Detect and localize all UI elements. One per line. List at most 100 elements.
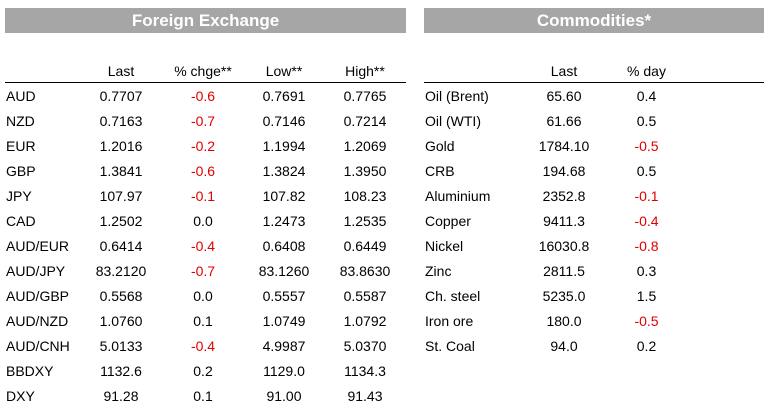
low-value: 0.7691 bbox=[262, 87, 306, 104]
table-row: Aluminium 2352.8 -0.1 bbox=[424, 183, 764, 208]
currency-label: AUD/EUR bbox=[6, 237, 70, 254]
low-value: 83.1260 bbox=[258, 262, 310, 279]
commodities-title: Commodities* bbox=[424, 8, 764, 33]
day-change-value: -0.5 bbox=[634, 137, 659, 154]
fx-col-header-low: Low** bbox=[244, 60, 324, 83]
currency-label: AUD/JPY bbox=[6, 262, 66, 279]
commodities-table: Last % day Oil (Brent) 65.60 0.4 Oil (WTI) 6… bbox=[424, 60, 764, 358]
day-change-value: -0.8 bbox=[634, 237, 659, 254]
table-row: Oil (WTI) 61.66 0.5 bbox=[424, 108, 764, 133]
commodities-col-header-last: Last bbox=[519, 60, 609, 83]
table-row: CRB 194.68 0.5 bbox=[424, 158, 764, 183]
commodity-label: Zinc bbox=[425, 262, 452, 279]
table-row: Ch. steel 5235.0 1.5 bbox=[424, 283, 764, 308]
currency-label: NZD bbox=[6, 112, 35, 129]
last-value: 180.0 bbox=[546, 312, 582, 329]
fx-col-header-last: Last bbox=[80, 60, 162, 83]
high-value: 83.8630 bbox=[339, 262, 391, 279]
last-value: 1.2502 bbox=[99, 212, 143, 229]
currency-label: DXY bbox=[6, 387, 35, 404]
table-row: AUD/GBP 0.5568 0.0 0.5557 0.5587 bbox=[5, 283, 406, 308]
table-row: BBDXY 1132.6 0.2 1129.0 1134.3 bbox=[5, 358, 406, 383]
table-row: JPY 107.97 -0.1 107.82 108.23 bbox=[5, 183, 406, 208]
fx-table-body: AUD 0.7707 -0.6 0.7691 0.7765 NZD 0.7163 -0.7 0.… bbox=[5, 83, 406, 409]
change-value: -0.1 bbox=[190, 187, 216, 204]
table-row: GBP 1.3841 -0.6 1.3824 1.3950 bbox=[5, 158, 406, 183]
last-value: 1.2016 bbox=[99, 137, 143, 154]
commodity-label: St. Coal bbox=[425, 337, 475, 354]
high-value: 1.2069 bbox=[343, 137, 387, 154]
commodity-label: Oil (Brent) bbox=[425, 87, 489, 104]
commodity-label: Iron ore bbox=[425, 312, 474, 329]
change-value: -0.6 bbox=[190, 162, 216, 179]
commodity-label: Ch. steel bbox=[425, 287, 481, 304]
last-value: 107.97 bbox=[99, 187, 143, 204]
low-value: 107.82 bbox=[262, 187, 306, 204]
low-value: 1.2473 bbox=[262, 212, 306, 229]
table-row: St. Coal 94.0 0.2 bbox=[424, 333, 764, 358]
fx-col-header-high: High** bbox=[324, 60, 406, 83]
low-value: 1.0749 bbox=[262, 312, 306, 329]
high-value: 108.23 bbox=[343, 187, 387, 204]
low-value: 0.7146 bbox=[262, 112, 306, 129]
day-change-value: 1.5 bbox=[636, 287, 657, 304]
day-change-value: 0.3 bbox=[636, 262, 657, 279]
last-value: 83.2120 bbox=[95, 262, 147, 279]
commodity-label: Copper bbox=[425, 212, 471, 229]
change-value: 0.1 bbox=[193, 387, 213, 404]
fx-header-row: Last % chge** Low** High** bbox=[5, 60, 406, 83]
currency-label: GBP bbox=[6, 162, 36, 179]
currency-label: AUD/GBP bbox=[6, 287, 70, 304]
last-value: 0.7707 bbox=[99, 87, 143, 104]
change-value: -0.2 bbox=[190, 137, 216, 154]
spacer-cell bbox=[684, 208, 764, 233]
last-value: 16030.8 bbox=[538, 237, 590, 254]
spacer-cell bbox=[684, 133, 764, 158]
table-row: Copper 9411.3 -0.4 bbox=[424, 208, 764, 233]
table-row: AUD/EUR 0.6414 -0.4 0.6408 0.6449 bbox=[5, 233, 406, 258]
foreign-exchange-table: Last % chge** Low** High** AUD 0.7707 -0.6… bbox=[5, 60, 406, 408]
currency-label: EUR bbox=[6, 137, 36, 154]
fx-col-header-change: % chge** bbox=[162, 60, 244, 83]
day-change-value: 0.5 bbox=[636, 112, 657, 129]
table-row: Oil (Brent) 65.60 0.4 bbox=[424, 83, 764, 109]
last-value: 0.7163 bbox=[99, 112, 143, 129]
high-value: 1.0792 bbox=[343, 312, 387, 329]
low-value: 1.1994 bbox=[262, 137, 306, 154]
table-row: EUR 1.2016 -0.2 1.1994 1.2069 bbox=[5, 133, 406, 158]
day-change-value: 0.4 bbox=[636, 87, 657, 104]
high-value: 91.43 bbox=[347, 387, 383, 404]
commodity-label: CRB bbox=[425, 162, 455, 179]
spacer-cell bbox=[684, 283, 764, 308]
high-value: 1.2535 bbox=[343, 212, 387, 229]
table-row: Iron ore 180.0 -0.5 bbox=[424, 308, 764, 333]
day-change-value: 0.5 bbox=[636, 162, 657, 179]
high-value: 0.6449 bbox=[343, 237, 387, 254]
foreign-exchange-panel: Foreign Exchange Last % chge** Low** Hig… bbox=[5, 8, 406, 408]
table-row: Gold 1784.10 -0.5 bbox=[424, 133, 764, 158]
change-value: -0.4 bbox=[190, 237, 216, 254]
day-change-value: 0.2 bbox=[636, 337, 657, 354]
currency-label: AUD/CNH bbox=[6, 337, 70, 354]
table-row: AUD 0.7707 -0.6 0.7691 0.7765 bbox=[5, 83, 406, 109]
fx-col-header-label bbox=[5, 60, 80, 83]
last-value: 1784.10 bbox=[538, 137, 590, 154]
high-value: 0.7214 bbox=[343, 112, 387, 129]
table-row: CAD 1.2502 0.0 1.2473 1.2535 bbox=[5, 208, 406, 233]
last-value: 94.0 bbox=[550, 337, 578, 354]
low-value: 4.9987 bbox=[262, 337, 306, 354]
day-change-value: -0.4 bbox=[634, 212, 659, 229]
low-value: 1.3824 bbox=[262, 162, 306, 179]
spacer-cell bbox=[684, 333, 764, 358]
change-value: -0.4 bbox=[190, 337, 216, 354]
change-value: -0.6 bbox=[190, 87, 216, 104]
spacer-cell bbox=[684, 158, 764, 183]
last-value: 2811.5 bbox=[543, 262, 585, 279]
change-value: -0.7 bbox=[190, 112, 216, 129]
commodities-table-body: Oil (Brent) 65.60 0.4 Oil (WTI) 61.66 0.5 Gold… bbox=[424, 83, 764, 359]
commodity-label: Aluminium bbox=[425, 187, 491, 204]
commodities-header-row: Last % day bbox=[424, 60, 764, 83]
commodity-label: Gold bbox=[425, 137, 455, 154]
last-value: 1132.6 bbox=[100, 362, 142, 379]
day-change-value: -0.5 bbox=[634, 312, 659, 329]
